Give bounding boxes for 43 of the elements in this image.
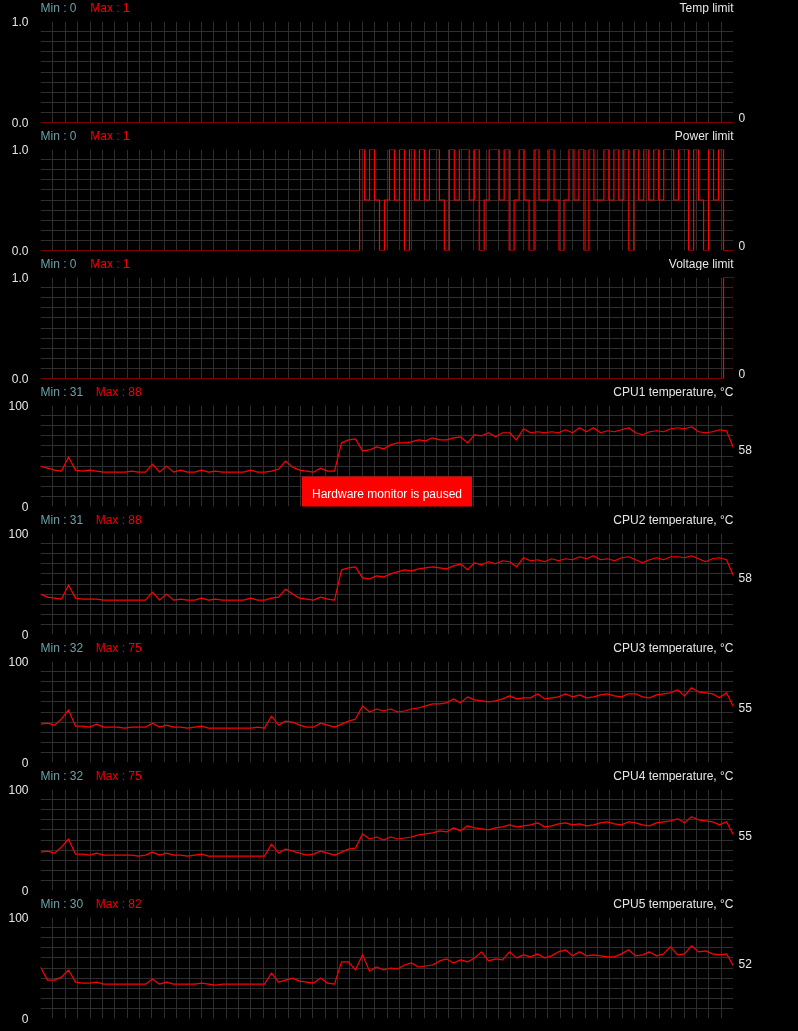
text: 0 bbox=[738, 238, 746, 253]
text: Max : 75 bbox=[95, 768, 143, 783]
chart-title: Voltage limit bbox=[668, 256, 735, 271]
y-tick-label: 0.0 bbox=[11, 372, 29, 386]
text: 0 bbox=[738, 110, 746, 125]
y-tick-label: 0.0 bbox=[11, 116, 29, 130]
text: Max : 75 bbox=[95, 640, 143, 655]
text: 58 bbox=[738, 570, 753, 585]
y-tick-label: 100 bbox=[8, 655, 29, 669]
chart-title: Power limit bbox=[674, 128, 735, 143]
text: Max : 88 bbox=[95, 512, 143, 527]
y-tick-label: 1.0 bbox=[11, 143, 29, 157]
text: Min : 0 bbox=[40, 256, 77, 271]
y-tick-label: 0 bbox=[21, 1012, 29, 1026]
text: 0 bbox=[738, 366, 746, 381]
y-tick-label: 1.0 bbox=[11, 15, 29, 29]
chart-title: CPU5 temperature, °C bbox=[613, 896, 734, 911]
text: Max : 1 bbox=[90, 0, 130, 15]
text: Max : 1 bbox=[90, 256, 130, 271]
text: Min : 30 bbox=[40, 896, 84, 911]
y-tick-label: 100 bbox=[8, 399, 29, 413]
y-tick-label: 0 bbox=[21, 628, 29, 642]
chart-title: CPU3 temperature, °C bbox=[613, 640, 734, 655]
text: Min : 0 bbox=[40, 0, 77, 15]
y-tick-label: 1.0 bbox=[11, 271, 29, 285]
chart-title: CPU4 temperature, °C bbox=[613, 768, 734, 783]
y-tick-label: 0 bbox=[21, 884, 29, 898]
text: Min : 32 bbox=[40, 768, 84, 783]
text: Min : 31 bbox=[40, 512, 84, 527]
y-tick-label: 100 bbox=[8, 911, 29, 925]
y-tick-label: 100 bbox=[8, 527, 29, 541]
text: Min : 32 bbox=[40, 640, 84, 655]
chart-title: Temp limit bbox=[679, 0, 735, 15]
y-tick-label: 100 bbox=[8, 783, 29, 797]
text: 55 bbox=[738, 701, 753, 716]
text: 52 bbox=[738, 957, 753, 972]
text: Max : 82 bbox=[95, 896, 143, 911]
chart-title: CPU2 temperature, °C bbox=[613, 512, 734, 527]
text: Max : 1 bbox=[90, 128, 130, 143]
text: Min : 0 bbox=[40, 128, 77, 143]
text: 55 bbox=[738, 829, 753, 844]
y-tick-label: 0.0 bbox=[11, 244, 29, 258]
y-tick-label: 0 bbox=[21, 756, 29, 770]
